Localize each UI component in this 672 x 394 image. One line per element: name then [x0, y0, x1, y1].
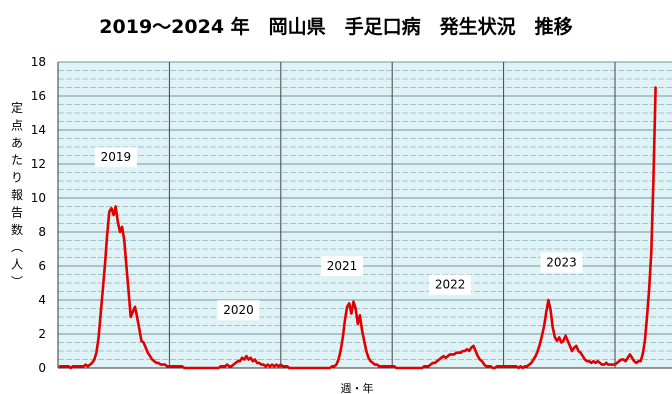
y-axis-label-char: 点	[11, 118, 23, 132]
year-label: 2023	[546, 256, 577, 270]
year-label: 2020	[223, 303, 254, 317]
data-series	[58, 86, 657, 370]
y-axis-label-char: 告	[11, 205, 23, 219]
year-labels: 201920202021202220232024	[94, 147, 583, 321]
y-tick-label: 2	[38, 327, 46, 341]
y-axis-label-char: 人	[11, 258, 23, 272]
y-axis-label-char: 数	[11, 222, 23, 237]
year-label: 2019	[101, 150, 132, 164]
y-axis-label-char: た	[11, 153, 23, 167]
y-axis-ticks: 0 2 4 6 8 10 12 14 16 18	[31, 55, 46, 375]
x-axis-label: 週・年	[341, 381, 374, 394]
y-tick-label: 10	[31, 191, 46, 205]
y-tick-label: 12	[31, 157, 46, 171]
year-dividers	[168, 62, 616, 368]
year-label-background	[321, 256, 364, 276]
y-tick-label: 4	[38, 293, 46, 307]
y-axis-label-char: ︵	[11, 240, 23, 254]
chart-title: 2019～2024 年 岡山県 手足口病 発生状況 推移	[99, 15, 572, 38]
y-axis-label-char: り	[11, 171, 23, 185]
y-tick-label: 8	[38, 225, 46, 239]
y-axis-label-char: ︶	[11, 275, 23, 289]
year-label-background	[94, 147, 137, 168]
y-tick-label: 16	[31, 89, 46, 103]
year-label: 2021	[327, 259, 358, 273]
year-label-background	[429, 274, 472, 295]
y-axis-label-char: 定	[11, 100, 23, 115]
y-axis-label-char: あ	[11, 136, 23, 150]
grid-lines	[57, 61, 672, 369]
series-line	[58, 86, 657, 370]
year-label: 2022	[435, 278, 466, 292]
y-tick-label: 14	[31, 123, 46, 137]
year-label-background	[217, 300, 260, 321]
year-label-background	[540, 252, 583, 273]
y-axis-label-char: 報	[11, 188, 23, 202]
y-tick-label: 0	[38, 361, 46, 375]
y-tick-label: 6	[38, 259, 46, 273]
y-tick-label: 18	[31, 55, 46, 69]
